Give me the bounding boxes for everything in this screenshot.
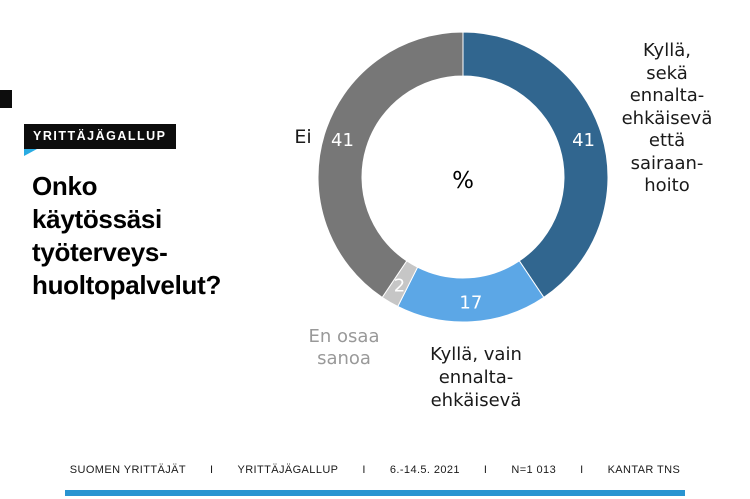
slice-label-ei: Ei: [294, 126, 312, 148]
footer-item: 6.-14.5. 2021: [389, 464, 460, 476]
slide-title: Onko käytössäsi työterveys- huoltopalvel…: [32, 171, 222, 300]
footer-item: KANTAR TNS: [607, 464, 681, 476]
footer-item: YRITTÄJÄGALLUP: [237, 464, 339, 476]
slice-value-label-3: 41: [331, 130, 354, 151]
donut-chart: 41 17 2 41: [317, 31, 609, 323]
donut-slice-0: [462, 31, 609, 299]
footer-accent-bar: [65, 490, 685, 496]
footer-item: SUOMEN YRITTÄJÄT: [69, 464, 186, 476]
donut-center-label: %: [452, 168, 474, 194]
slice-value-label-2: 2: [394, 275, 405, 296]
slice-label-en-osaa-sanoa: En osaa sanoa: [308, 326, 380, 369]
footer-separator: I: [580, 464, 584, 476]
footer-separator: I: [209, 464, 214, 476]
footer-item: N=1 013: [511, 464, 557, 476]
donut-slice-3: [317, 31, 464, 299]
left-edge-accent-square: [0, 90, 12, 108]
slice-value-label-0: 41: [572, 130, 595, 151]
badge-corner-accent: [24, 149, 37, 156]
brand-badge: YRITTÄJÄGALLUP: [24, 124, 176, 149]
slice-label-kylla-seka: Kyllä, sekä ennalta- ehkäisevä että sair…: [621, 40, 713, 196]
footer-separator: I: [483, 464, 488, 476]
slice-value-label-1: 17: [459, 292, 482, 313]
footer-source-line: SUOMEN YRITTÄJÄT I YRITTÄJÄGALLUP I 6.-14.5.…: [0, 464, 750, 476]
slice-label-kylla-vain: Kyllä, vain ennalta- ehkäisevä: [430, 344, 522, 411]
footer-separator: I: [362, 464, 366, 476]
